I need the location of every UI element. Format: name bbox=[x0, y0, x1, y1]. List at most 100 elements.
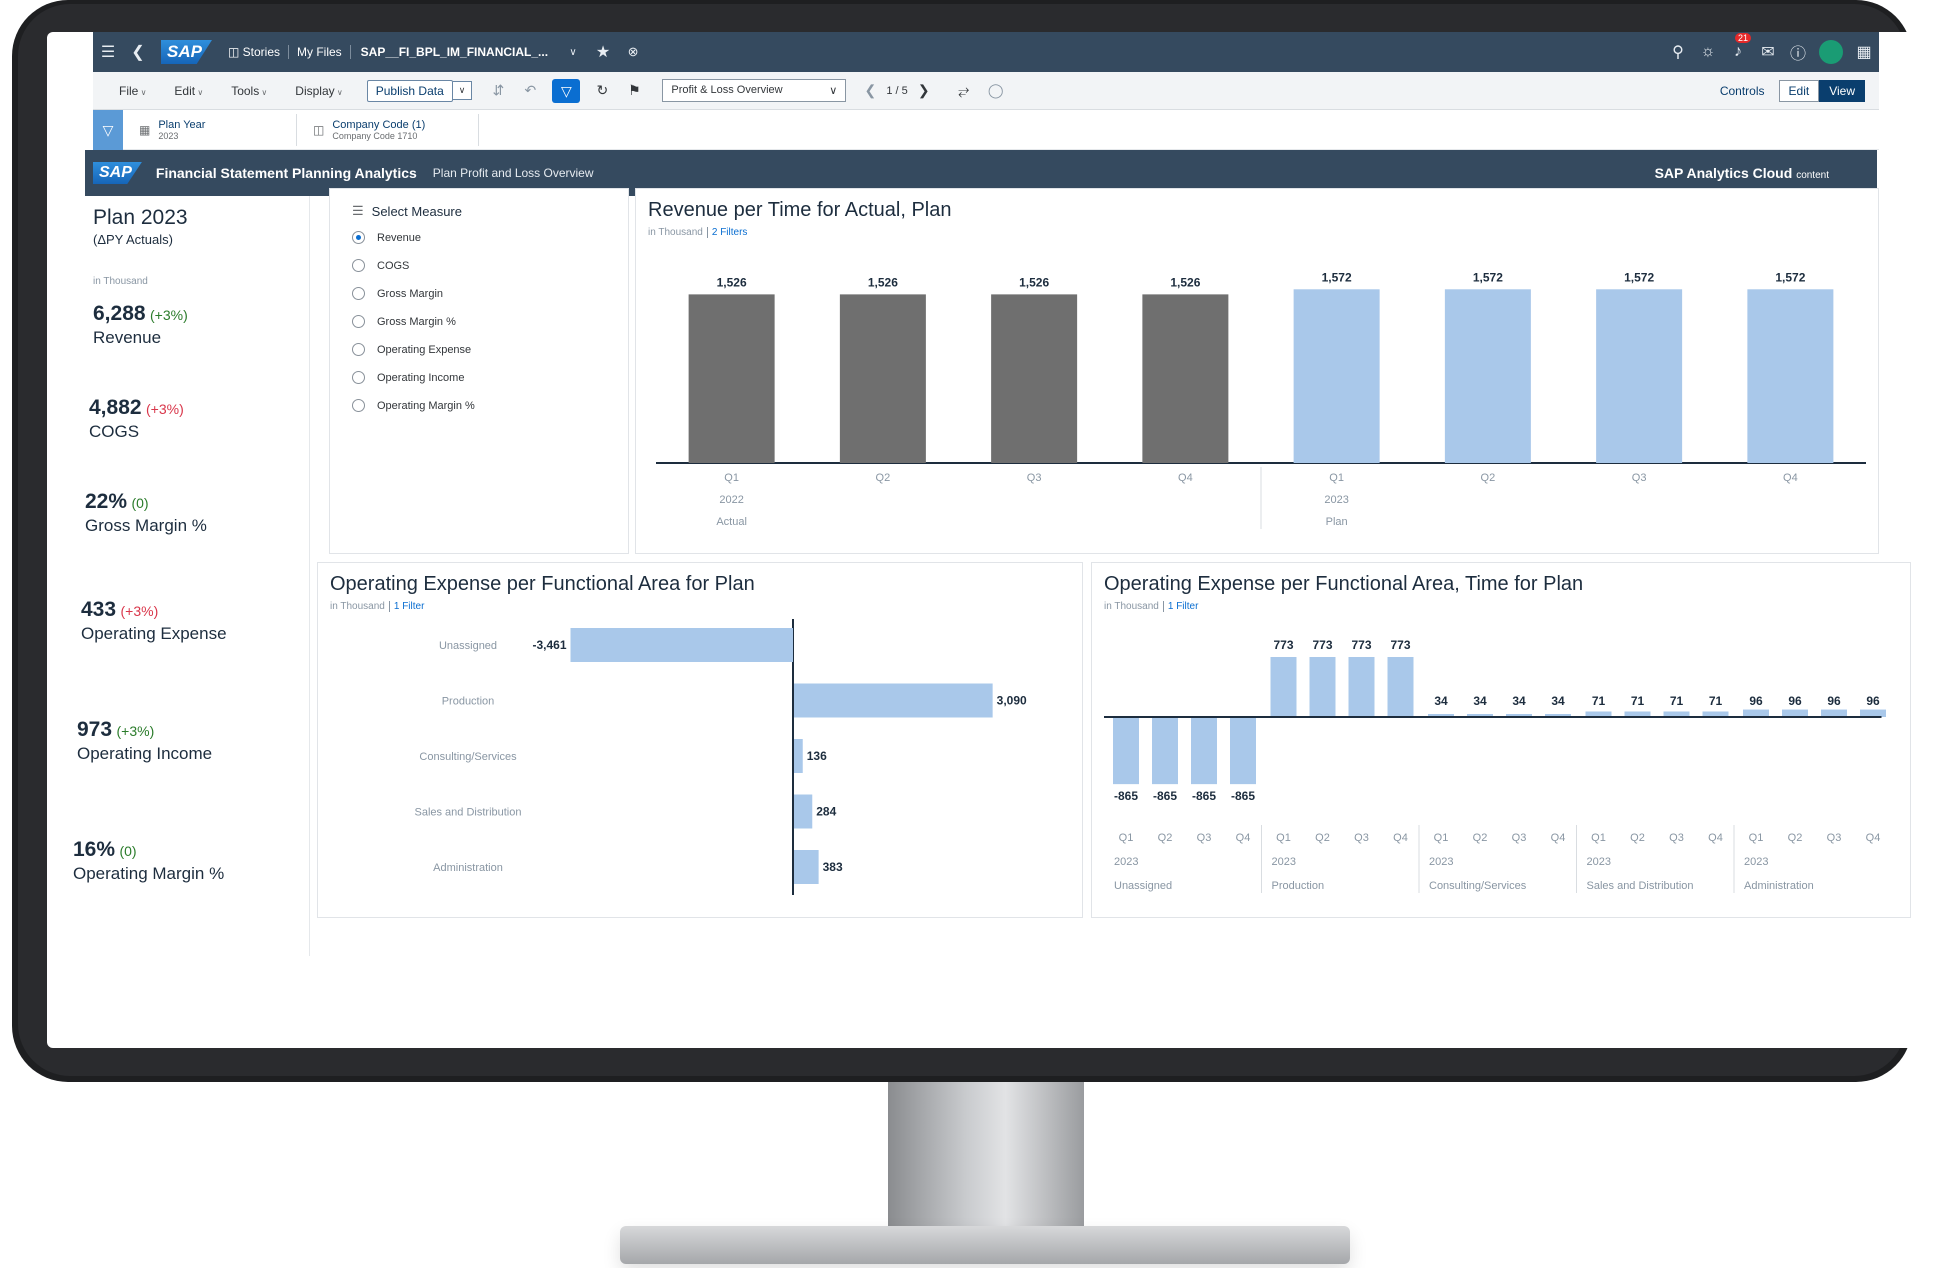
kpi-operating-income[interactable]: 973 (+3%) Operating Income bbox=[77, 718, 212, 764]
publish-dropdown-icon[interactable]: ∨ bbox=[452, 81, 473, 100]
measure-option-operating-expense[interactable]: Operating Expense bbox=[352, 343, 471, 356]
bar bbox=[1191, 717, 1217, 785]
radio-button[interactable] bbox=[352, 259, 365, 272]
measure-option-revenue[interactable]: Revenue bbox=[352, 231, 421, 244]
fullscreen-icon[interactable]: ⥂ bbox=[958, 82, 970, 98]
stories-link[interactable]: ◫ Stories bbox=[220, 45, 289, 59]
data-label: 773 bbox=[1273, 638, 1293, 652]
bar bbox=[1585, 711, 1612, 717]
chevron-down-icon[interactable]: ∨ bbox=[569, 46, 577, 58]
bar bbox=[794, 739, 803, 773]
measure-option-cogs[interactable]: COGS bbox=[352, 259, 409, 272]
kpi-subtitle: (ΔPY Actuals) bbox=[93, 232, 173, 247]
chart-filter-link[interactable]: 1 Filter bbox=[388, 601, 425, 612]
option-label: Revenue bbox=[377, 231, 422, 244]
opex-functional-area-card[interactable]: Unassigned -3,461 Production 3,090 Consultin… bbox=[317, 562, 1083, 918]
radio-button[interactable] bbox=[352, 231, 365, 244]
kpi-unit: in Thousand bbox=[93, 276, 148, 287]
option-label: Gross Margin bbox=[377, 287, 444, 300]
data-label: 71 bbox=[1709, 694, 1723, 708]
kpi-label: Revenue bbox=[93, 328, 162, 347]
measure-option-gross-margin[interactable]: Gross Margin bbox=[352, 287, 443, 300]
paste-icon[interactable]: ⇵ bbox=[492, 82, 505, 98]
close-circle-icon[interactable]: ⊗ bbox=[627, 44, 639, 59]
my-files-link[interactable]: My Files bbox=[289, 45, 351, 59]
stories-icon: ◫ bbox=[227, 45, 243, 59]
bar bbox=[1142, 294, 1229, 463]
category-label: Consulting/Services bbox=[419, 751, 517, 763]
kpi-delta: (+3%) bbox=[146, 401, 184, 417]
chart-filter-link[interactable]: 1 Filter bbox=[1162, 601, 1199, 612]
previous-page-icon[interactable]: ❮ bbox=[864, 82, 877, 98]
data-label: 34 bbox=[1512, 694, 1526, 708]
star-icon[interactable]: ★ bbox=[595, 44, 611, 61]
measure-option-gross-margin-pct[interactable]: Gross Margin % bbox=[352, 315, 456, 328]
radio-button[interactable] bbox=[352, 287, 365, 300]
group-year-label: 2023 bbox=[1744, 856, 1768, 868]
revenue-chart-card[interactable]: 1,526 Q1 1,526 Q2 1,526 Q3 1,526 Q4 2022 Actual 1,… bbox=[635, 188, 1879, 554]
radio-button[interactable] bbox=[352, 343, 365, 356]
option-label: Operating Income bbox=[377, 371, 465, 384]
radio-button[interactable] bbox=[352, 371, 365, 384]
opex-area-time-card[interactable]: -865 Q1 -865 Q2 -865 Q3 -865 Q4 2023 Unassigned 77… bbox=[1091, 562, 1911, 918]
publish-data-button[interactable]: Publish Data bbox=[366, 79, 453, 102]
kpi-operating-margin[interactable]: 16% (0) Operating Margin % bbox=[73, 838, 224, 884]
discussion-icon[interactable]: ✉ bbox=[1761, 44, 1775, 61]
filter-value: Company Code 1710 bbox=[332, 130, 418, 141]
data-label: 1,572 bbox=[1624, 270, 1654, 284]
menu-display[interactable]: Display bbox=[281, 84, 356, 98]
next-page-icon[interactable]: ❯ bbox=[917, 82, 930, 98]
menu-file[interactable]: File bbox=[105, 84, 160, 98]
back-icon[interactable]: ❮ bbox=[131, 44, 145, 61]
undo-icon[interactable]: ↶ bbox=[524, 82, 537, 98]
edit-mode-button[interactable]: Edit bbox=[1778, 79, 1820, 102]
filter-panel-icon[interactable]: ▽ bbox=[93, 109, 123, 150]
avatar[interactable] bbox=[1819, 40, 1843, 64]
data-label: 96 bbox=[1827, 694, 1841, 708]
check-circle-icon[interactable]: ◯ bbox=[987, 82, 1004, 98]
search-icon[interactable]: ⚲ bbox=[1672, 44, 1684, 61]
bar bbox=[1743, 709, 1769, 717]
filter-plan-year[interactable]: ▦ Plan Year 2023 bbox=[129, 113, 297, 146]
screen: ☰ ❮ SAP ◫ Stories My Files SAP__FI_BPL_I… bbox=[47, 32, 1925, 1048]
notification-bell-icon[interactable]: ♪ 21 bbox=[1723, 33, 1753, 61]
view-mode-button[interactable]: View bbox=[1819, 79, 1865, 102]
kpi-revenue[interactable]: 6,288 (+3%) Revenue bbox=[93, 302, 188, 348]
radio-button[interactable] bbox=[352, 315, 365, 328]
kpi-gross-margin[interactable]: 22% (0) Gross Margin % bbox=[85, 490, 207, 536]
chart-filter-link[interactable]: 2 Filters bbox=[706, 227, 748, 238]
measure-option-operating-income[interactable]: Operating Income bbox=[352, 371, 464, 384]
stories-label: Stories bbox=[242, 45, 280, 59]
page-select[interactable]: Profit & Loss Overview ∨ bbox=[662, 79, 847, 102]
refresh-icon[interactable]: ↻ bbox=[596, 82, 609, 98]
filter-icon[interactable]: ▽ bbox=[552, 78, 581, 103]
tick-label: Q1 bbox=[1276, 832, 1291, 844]
filter-company-code[interactable]: ◫ Company Code (1) Company Code 1710 bbox=[303, 113, 479, 146]
help-icon[interactable]: ⓘ bbox=[1789, 46, 1806, 63]
product-switch-icon[interactable]: ▦ bbox=[1856, 44, 1872, 61]
sap-logo: SAP bbox=[93, 162, 142, 184]
controls-link[interactable]: Controls bbox=[1719, 83, 1765, 98]
menu-edit[interactable]: Edit bbox=[160, 84, 217, 98]
notification-count: 21 bbox=[1734, 33, 1751, 43]
bookmark-icon[interactable]: ⚑ bbox=[628, 82, 641, 98]
filter-value: 2023 bbox=[158, 130, 179, 141]
measure-title: ☰ Select Measure bbox=[352, 203, 462, 219]
data-label: 1,526 bbox=[868, 275, 898, 289]
kpi-label: COGS bbox=[89, 422, 140, 441]
measure-option-operating-margin-pct[interactable]: Operating Margin % bbox=[352, 399, 475, 412]
bar bbox=[1309, 657, 1336, 717]
data-label: 96 bbox=[1866, 694, 1880, 708]
bar bbox=[1747, 289, 1834, 463]
kpi-operating-expense[interactable]: 433 (+3%) Operating Expense bbox=[81, 598, 227, 644]
sap-logo: SAP bbox=[161, 40, 212, 64]
opex-area-time-chart: -865 Q1 -865 Q2 -865 Q3 -865 Q4 2023 Unassigned 77… bbox=[1104, 638, 1886, 893]
menu-tools[interactable]: Tools bbox=[217, 84, 281, 98]
kpi-cogs[interactable]: 4,882 (+3%) COGS bbox=[89, 396, 184, 442]
tick-label: Q1 bbox=[1119, 832, 1134, 844]
lightbulb-icon[interactable]: ☼ bbox=[1700, 43, 1716, 60]
story-filename[interactable]: SAP__FI_BPL_IM_FINANCIAL_... bbox=[360, 45, 549, 59]
hamburger-menu-icon[interactable]: ☰ bbox=[100, 44, 116, 61]
radio-button[interactable] bbox=[352, 399, 365, 412]
bar bbox=[1596, 289, 1683, 463]
